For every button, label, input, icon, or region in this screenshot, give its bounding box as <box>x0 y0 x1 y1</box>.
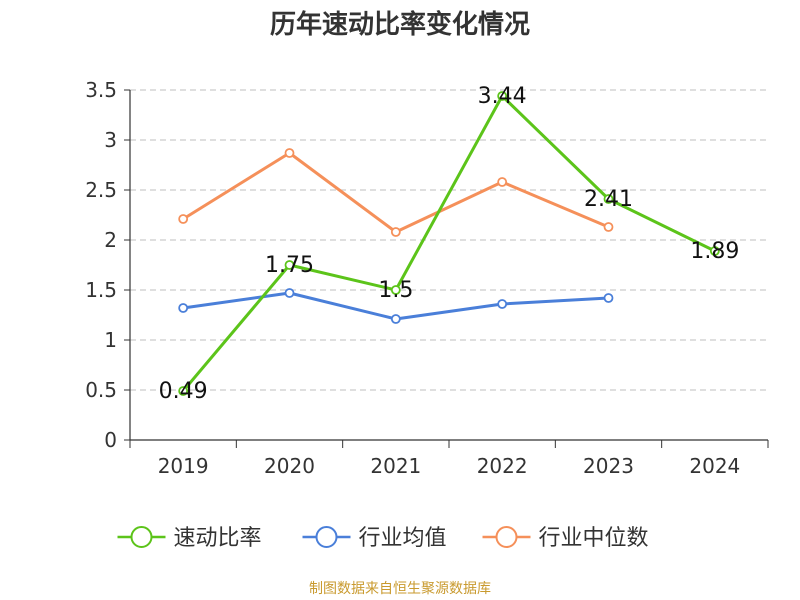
chart-title: 历年速动比率变化情况 <box>269 10 530 40</box>
data-point <box>497 91 508 101</box>
data-label: 2.41 <box>584 187 633 212</box>
y-tick-label: 1 <box>104 328 117 352</box>
y-tick-label: 3 <box>104 128 117 152</box>
data-label: 1.5 <box>378 278 413 303</box>
data-point <box>603 222 614 232</box>
data-point <box>390 285 401 295</box>
legend-label: 速动比率 <box>174 526 262 551</box>
data-point <box>709 246 720 256</box>
legend-marker <box>315 526 338 548</box>
data-point <box>497 299 508 309</box>
x-tick-label: 2019 <box>158 454 209 478</box>
x-tick-label: 2021 <box>370 454 421 478</box>
y-tick-label: 0.5 <box>85 378 117 402</box>
data-labels: 0.49 1.75 1.5 3.44 2.41 1.89 <box>159 84 740 404</box>
data-label: 1.89 <box>690 239 739 264</box>
y-tick-label: 3.5 <box>85 78 117 102</box>
legend-label: 行业均值 <box>359 526 447 551</box>
legend-marker <box>495 526 518 548</box>
x-tick-label: 2024 <box>689 454 740 478</box>
data-point <box>497 177 508 187</box>
data-point <box>603 194 614 204</box>
data-point <box>284 260 295 270</box>
y-tick-label: 1.5 <box>85 278 117 302</box>
series-line <box>182 94 716 392</box>
data-point <box>178 303 189 313</box>
grid-lines <box>130 89 768 391</box>
series-line <box>182 151 610 234</box>
data-point <box>178 214 189 224</box>
y-tick-label: 0 <box>104 428 117 452</box>
legend-label: 行业中位数 <box>539 526 649 551</box>
x-tick-label: 2023 <box>583 454 634 478</box>
y-tick-label: 2.5 <box>85 178 117 202</box>
x-tick-label: 2022 <box>477 454 528 478</box>
data-label: 0.49 <box>159 379 208 404</box>
data-label: 1.75 <box>265 253 314 278</box>
series <box>178 91 720 396</box>
legend-marker <box>130 526 153 548</box>
data-point <box>390 314 401 324</box>
source-note: 制图数据来自恒生聚源数据库 <box>309 581 491 597</box>
data-point <box>284 148 295 158</box>
axes: 0 0.5 1 1.5 2 2.5 3 3.5 2019 2020 2021 2022 2023 2024 <box>85 78 769 478</box>
legend: 速动比率 行业均值 行业中位数 <box>117 526 649 551</box>
data-point <box>603 293 614 303</box>
y-tick-label: 2 <box>104 228 117 252</box>
data-point <box>284 288 295 298</box>
data-point <box>178 386 189 396</box>
data-label: 3.44 <box>478 84 527 109</box>
x-tick-label: 2020 <box>264 454 315 478</box>
data-point <box>390 227 401 237</box>
